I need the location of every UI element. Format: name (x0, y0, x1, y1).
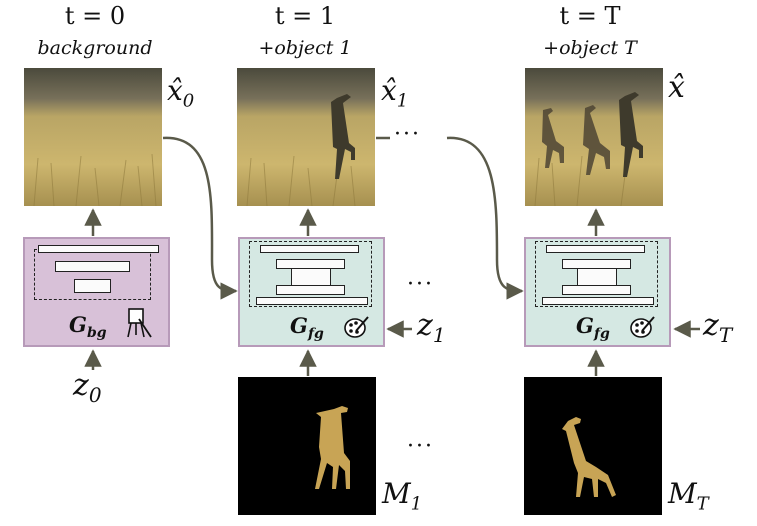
step-label-object-T: +object T (543, 37, 637, 59)
mask-label-M1: M1 (382, 477, 423, 515)
time-label-0: t = 0 (64, 2, 126, 30)
foreground-generator-1: Gfg (238, 237, 385, 347)
output-image-x0 (24, 68, 162, 206)
output-label-x1: x̂1 (381, 74, 409, 112)
ellipsis-bottom: ··· (407, 434, 434, 459)
foreground-generator-T: Gfg (524, 237, 671, 347)
ellipsis-top: ··· (394, 122, 421, 147)
mask-image-T (524, 377, 662, 515)
step-label-background: background (37, 37, 153, 59)
arrow-x0-to-gfg1 (162, 136, 238, 300)
step-label-object-1: +object 1 (258, 37, 352, 59)
generator-label-fg-1: Gfg (290, 313, 324, 343)
giraffe-mask-shape (315, 406, 350, 489)
time-label-1: t = 1 (274, 2, 336, 30)
output-label-x0: x̂0 (167, 74, 195, 112)
output-image-x (525, 68, 663, 206)
palette-icon (630, 316, 655, 338)
noise-input-zT: zT (703, 308, 733, 347)
palette-icon (344, 316, 369, 338)
ellipsis-middle: ··· (407, 272, 434, 297)
mask-image-1 (238, 377, 376, 515)
generator-label-fg-T: Gfg (576, 313, 610, 343)
noise-input-z0: z0 (73, 368, 102, 407)
output-label-x: x̂ (668, 70, 685, 105)
easel-icon (127, 308, 152, 338)
giraffe-silhouette (331, 94, 355, 179)
background-generator: Gbg (23, 237, 170, 347)
noise-input-z1: z1 (417, 308, 446, 347)
generator-label-bg: Gbg (69, 312, 107, 342)
mask-label-MT: MT (668, 477, 709, 515)
output-image-x1 (237, 68, 375, 206)
time-label-T: t = T (559, 2, 621, 30)
